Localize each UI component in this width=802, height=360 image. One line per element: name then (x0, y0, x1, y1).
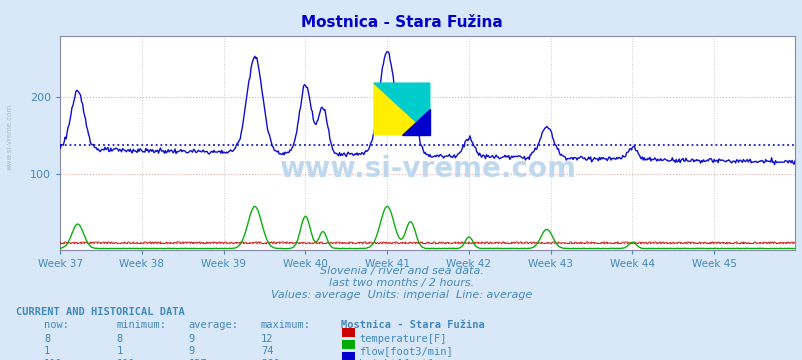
Text: www.si-vreme.com: www.si-vreme.com (279, 155, 575, 183)
Text: 12: 12 (261, 334, 273, 344)
Text: 1: 1 (44, 346, 51, 356)
Text: minimum:: minimum: (116, 320, 166, 330)
Text: 74: 74 (261, 346, 273, 356)
Polygon shape (401, 109, 429, 135)
Text: maximum:: maximum: (261, 320, 310, 330)
Text: average:: average: (188, 320, 238, 330)
Text: temperature[F]: temperature[F] (358, 334, 446, 344)
Text: 8: 8 (44, 334, 51, 344)
Text: Mostnica - Stara Fužina: Mostnica - Stara Fužina (300, 15, 502, 30)
Text: Mostnica - Stara Fužina: Mostnica - Stara Fužina (341, 320, 484, 330)
Text: flow[foot3/min]: flow[foot3/min] (358, 346, 452, 356)
Polygon shape (374, 83, 429, 135)
Text: last two months / 2 hours.: last two months / 2 hours. (329, 278, 473, 288)
Polygon shape (374, 83, 429, 135)
Text: 137: 137 (188, 359, 207, 360)
Text: 9: 9 (188, 346, 195, 356)
Text: Values: average  Units: imperial  Line: average: Values: average Units: imperial Line: av… (270, 290, 532, 300)
Text: height[foot]: height[foot] (358, 359, 433, 360)
Text: 111: 111 (44, 359, 63, 360)
Text: now:: now: (44, 320, 69, 330)
Text: 260: 260 (261, 359, 279, 360)
Text: 111: 111 (116, 359, 135, 360)
Text: Slovenia / river and sea data.: Slovenia / river and sea data. (319, 266, 483, 276)
Text: CURRENT AND HISTORICAL DATA: CURRENT AND HISTORICAL DATA (16, 307, 184, 317)
Text: 1: 1 (116, 346, 123, 356)
Text: 8: 8 (116, 334, 123, 344)
Text: www.si-vreme.com: www.si-vreme.com (6, 104, 12, 170)
Text: 9: 9 (188, 334, 195, 344)
